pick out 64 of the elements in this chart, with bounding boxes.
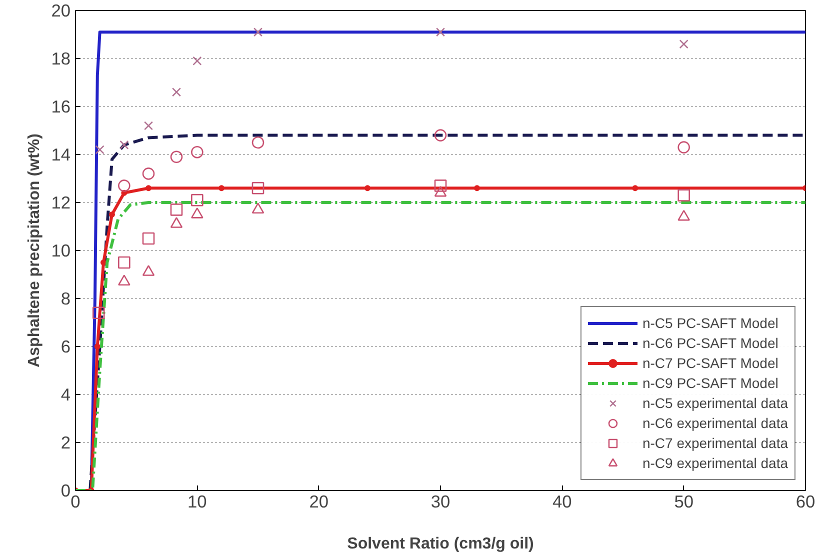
legend-label: n-C5 experimental data bbox=[642, 395, 788, 411]
point bbox=[118, 274, 130, 286]
point bbox=[92, 306, 105, 320]
point bbox=[678, 189, 690, 202]
point bbox=[94, 344, 100, 350]
point bbox=[218, 185, 224, 192]
point bbox=[142, 232, 155, 245]
point bbox=[252, 136, 264, 149]
point bbox=[191, 208, 204, 218]
point bbox=[253, 28, 263, 37]
point bbox=[120, 140, 129, 150]
y-tick-label: 18 bbox=[51, 48, 71, 68]
point bbox=[434, 129, 447, 142]
point bbox=[678, 141, 690, 154]
x-tick-label: 30 bbox=[430, 492, 450, 512]
point bbox=[191, 146, 204, 158]
point bbox=[679, 40, 688, 49]
legend-label: n-C5 PC-SAFT Model bbox=[642, 315, 778, 331]
y-tick-label: 8 bbox=[60, 288, 71, 308]
point bbox=[100, 260, 106, 266]
x-tick-label: 10 bbox=[188, 492, 207, 512]
legend-label: n-C9 PC-SAFT Model bbox=[642, 375, 778, 391]
point bbox=[364, 185, 370, 192]
point bbox=[632, 185, 638, 192]
point bbox=[109, 212, 115, 218]
point bbox=[192, 56, 202, 66]
point bbox=[170, 217, 183, 228]
point bbox=[434, 186, 447, 197]
x-tick-label: 60 bbox=[796, 492, 816, 512]
y-axis-title: Asphaltene precipitation (wt%) bbox=[26, 134, 44, 368]
y-tick-label: 20 bbox=[51, 0, 71, 20]
point bbox=[95, 145, 104, 154]
y-tick-label: 2 bbox=[60, 432, 71, 452]
point bbox=[170, 204, 183, 216]
y-tick-label: 4 bbox=[60, 384, 71, 404]
point bbox=[170, 150, 183, 164]
x-tick-label: 20 bbox=[309, 492, 328, 512]
point bbox=[434, 180, 447, 192]
legend-label: n-C7 experimental data bbox=[642, 435, 788, 451]
point bbox=[118, 180, 130, 192]
legend-label: n-C6 PC-SAFT Model bbox=[642, 335, 778, 351]
y-tick-label: 10 bbox=[51, 240, 71, 260]
point bbox=[172, 88, 182, 97]
point bbox=[142, 168, 155, 180]
point bbox=[118, 256, 130, 269]
point bbox=[144, 121, 154, 130]
point bbox=[436, 28, 446, 37]
point bbox=[252, 202, 264, 214]
y-tick-label: 14 bbox=[51, 144, 71, 164]
x-tick-label: 50 bbox=[674, 492, 694, 512]
point bbox=[191, 194, 204, 206]
legend-label: n-C7 PC-SAFT Model bbox=[642, 355, 778, 371]
point bbox=[142, 265, 155, 276]
legend-label: n-C6 experimental data bbox=[642, 415, 788, 431]
y-tick-label: 12 bbox=[51, 192, 71, 212]
point bbox=[678, 210, 690, 221]
x-tick-label: 40 bbox=[552, 492, 572, 512]
y-tick-label: 6 bbox=[60, 336, 71, 356]
point bbox=[146, 185, 152, 192]
point bbox=[474, 185, 480, 192]
legend-label: n-C9 experimental data bbox=[642, 455, 788, 471]
x-axis-title: Solvent Ratio (cm3/g oil) bbox=[347, 536, 534, 552]
y-tick-label: 16 bbox=[51, 96, 71, 116]
point bbox=[252, 182, 264, 194]
